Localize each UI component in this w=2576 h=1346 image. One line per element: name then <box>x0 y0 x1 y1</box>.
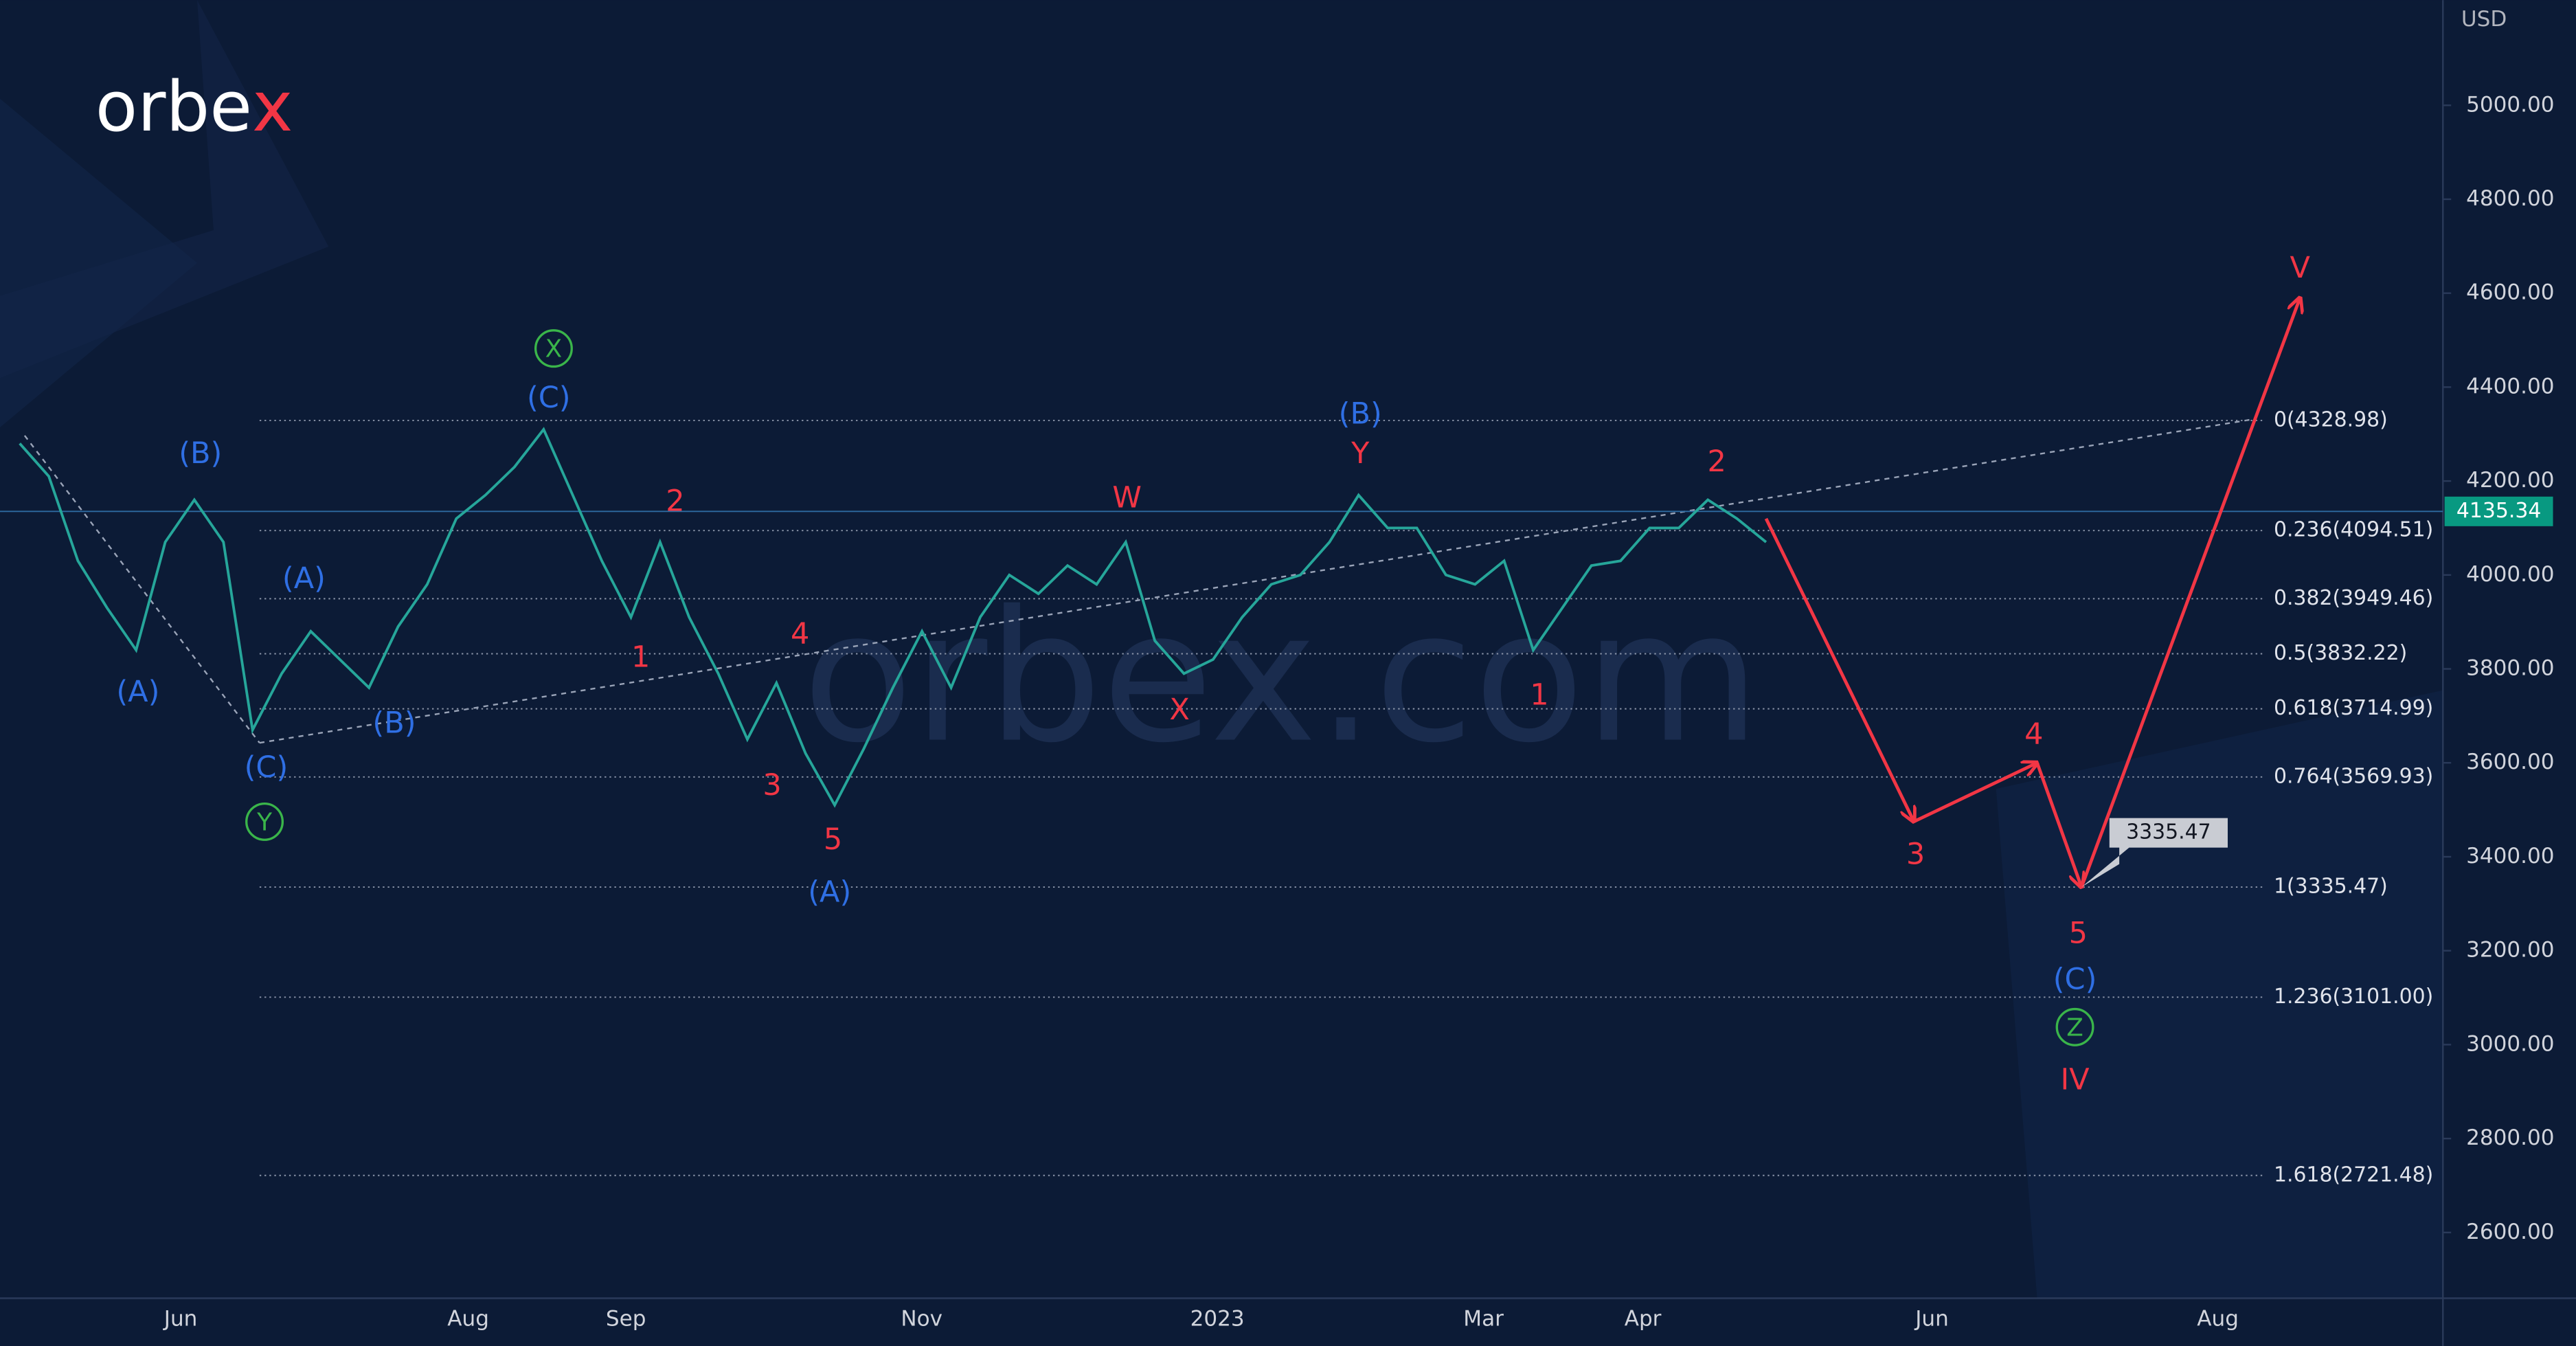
projection-arrow <box>2079 298 2300 888</box>
target-callout <box>2081 818 2228 888</box>
wave-label: 4 <box>791 617 809 651</box>
wave-label: X <box>1169 693 1189 727</box>
wave-label: (B) <box>372 706 416 740</box>
decor <box>0 0 329 379</box>
projection-arrow <box>2035 762 2082 887</box>
y-tick-label: 2600.00 <box>2466 1220 2555 1244</box>
x-tick-label: Aug <box>447 1307 489 1332</box>
projection-arrow <box>1764 517 1914 822</box>
wave-label: 5 <box>2069 916 2088 950</box>
price-tag <box>2444 496 2553 526</box>
watermark: orbex.com <box>802 573 1760 783</box>
wave-label: (C) <box>245 750 289 785</box>
logo-main: orbe <box>95 67 252 147</box>
fib-label: 0.618(3714.99) <box>2274 696 2433 720</box>
wave-label: Y <box>1351 436 1370 471</box>
y-tick-label: 4400.00 <box>2466 374 2555 399</box>
x-tick-label: Aug <box>2197 1307 2239 1332</box>
wave-label: V <box>2290 251 2310 285</box>
fib-label: 1.236(3101.00) <box>2274 985 2433 1009</box>
y-tick-label: 4000.00 <box>2466 562 2555 587</box>
wave-label: Y <box>256 808 272 836</box>
wave-circle <box>245 802 284 841</box>
target-label: 3335.47 <box>2126 820 2211 844</box>
wave-label: (B) <box>1339 397 1382 431</box>
wave-label: (C) <box>2053 962 2097 996</box>
y-tick-label: 3000.00 <box>2466 1031 2555 1056</box>
fib-label: 0.764(3569.93) <box>2274 764 2433 788</box>
wave-label: (A) <box>282 561 326 596</box>
fib-label: 0.5(3832.22) <box>2274 641 2407 665</box>
wave-label: (B) <box>179 436 222 471</box>
y-tick-label: 3200.00 <box>2466 938 2555 963</box>
wave-label: 3 <box>762 768 781 803</box>
y-tick-label: 2800.00 <box>2466 1125 2555 1150</box>
y-tick-label: 3800.00 <box>2466 656 2555 681</box>
y-tick-label: 4600.00 <box>2466 280 2555 305</box>
fib-label: 1.618(2721.48) <box>2274 1163 2433 1187</box>
wave-label: Z <box>2066 1013 2083 1042</box>
wave-label: (A) <box>808 875 851 910</box>
wave-label: 2 <box>1708 445 1726 479</box>
price-tag-label: 4135.34 <box>2456 499 2542 523</box>
y-tick-label: 3400.00 <box>2466 844 2555 868</box>
wave-label: 4 <box>2024 717 2043 752</box>
y-tick-label: 4800.00 <box>2466 186 2555 211</box>
wave-label: 2 <box>666 484 684 518</box>
wave-label: 5 <box>824 822 842 857</box>
y-tick-label: 4200.00 <box>2466 468 2555 493</box>
wave-circle <box>534 329 573 368</box>
wave-label: 1 <box>631 640 650 675</box>
x-tick-label: Mar <box>1463 1307 1504 1332</box>
logo: orbex <box>95 67 293 147</box>
logo-accent: x <box>252 67 293 147</box>
wave-label: 1 <box>1530 678 1548 713</box>
y-tick-label: 5000.00 <box>2466 92 2555 117</box>
x-tick-label: 2023 <box>1190 1307 1245 1332</box>
wave-label: IV <box>2060 1062 2090 1097</box>
price-line <box>19 427 1767 808</box>
fib-label: 0.236(4094.51) <box>2274 518 2433 542</box>
fib-label: 1(3335.47) <box>2274 875 2388 899</box>
wave-label: X <box>545 335 563 363</box>
fib-label: 0(4328.98) <box>2274 407 2388 431</box>
x-tick-label: Jun <box>163 1307 198 1332</box>
trendline <box>259 418 2255 744</box>
decor <box>1996 690 2443 1299</box>
wave-label: 3 <box>1906 838 1925 872</box>
x-tick-label: Apr <box>1625 1307 1662 1332</box>
x-tick-label: Jun <box>1914 1307 1949 1332</box>
x-tick-label: Sep <box>606 1307 646 1332</box>
y-tick-label: 3600.00 <box>2466 750 2555 774</box>
wave-label: W <box>1112 481 1142 515</box>
x-tick-label: Nov <box>901 1307 942 1332</box>
unit-label: USD <box>2461 7 2507 32</box>
projection-arrow <box>1913 763 2037 823</box>
wave-label: (C) <box>527 381 571 415</box>
wave-label: (A) <box>116 675 159 709</box>
wave-circle <box>2055 1007 2094 1046</box>
fib-label: 0.382(3949.46) <box>2274 586 2433 610</box>
